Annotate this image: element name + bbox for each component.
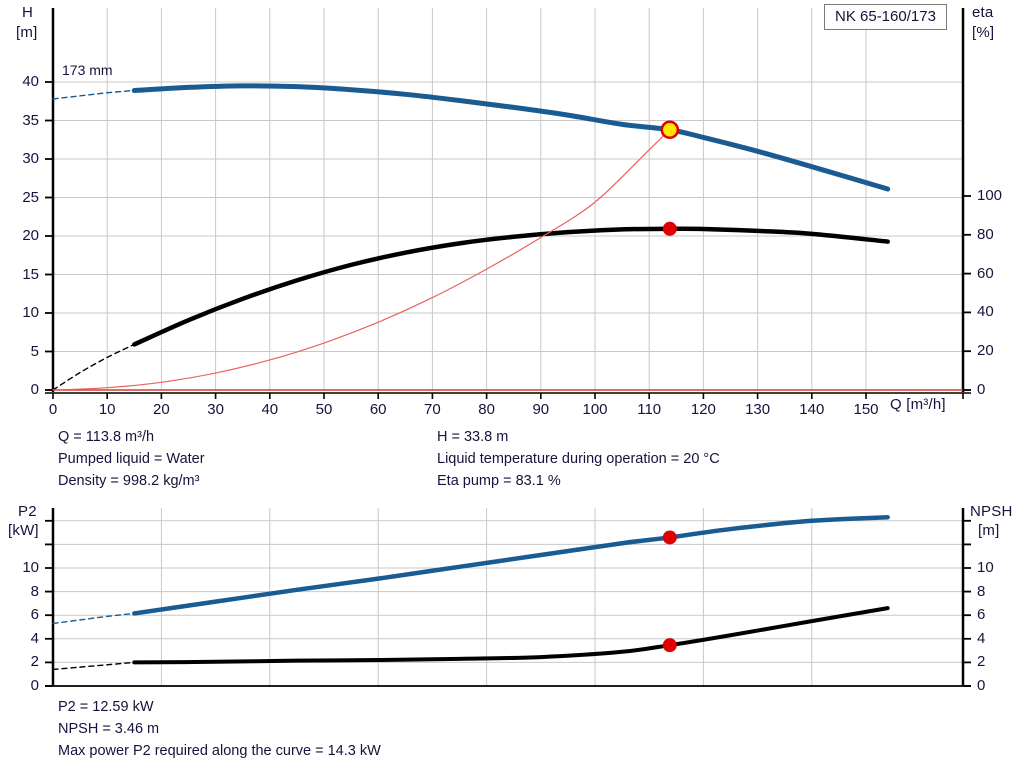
q-tick-90: 90	[532, 401, 550, 418]
q-tick-110: 110	[637, 401, 662, 418]
q-tick-10: 10	[98, 401, 116, 418]
npsh-axis-title-line2: [m]	[978, 522, 1000, 539]
duty-point-npsh[interactable]	[662, 638, 677, 653]
h-tick-30: 30	[22, 150, 39, 167]
npsh-tick-6: 6	[977, 606, 986, 624]
npsh-tick-0: 0	[977, 677, 986, 694]
curve-h-curve-173-mm-impeller	[131, 83, 891, 192]
eta-tick-80: 80	[977, 225, 994, 243]
eta-tick-100: 100	[977, 187, 1003, 204]
curve-npsh-curve-extension	[52, 661, 135, 671]
h-tick-10: 10	[22, 304, 39, 321]
info-max-power: Max power P2 required along the curve = …	[58, 743, 381, 759]
q-tick-50: 50	[315, 401, 333, 418]
q-tick-30: 30	[207, 401, 224, 418]
h-tick-0: 0	[30, 381, 39, 398]
q-tick-130: 130	[745, 401, 771, 418]
eta-tick-0: 0	[977, 381, 986, 398]
info-npsh: NPSH = 3.46 m	[58, 721, 160, 737]
h-tick-15: 15	[22, 265, 39, 283]
curve-h-curve-extension	[52, 89, 135, 100]
eta-axis-title-line1: eta	[972, 4, 994, 21]
npsh-axis-title-line1: NPSH	[970, 503, 1013, 520]
duty-point-eta[interactable]	[662, 221, 677, 236]
head-efficiency-plot-area	[45, 8, 971, 399]
q-tick-20: 20	[153, 401, 170, 418]
p2-tick-6: 6	[30, 606, 39, 624]
q-tick-150: 150	[853, 401, 879, 418]
duty-point-power[interactable]	[662, 530, 677, 545]
q-tick-80: 80	[478, 401, 495, 418]
q-tick-140: 140	[799, 401, 825, 418]
info-head: H = 33.8 m	[437, 429, 509, 445]
pump-model-title: NK 65-160/173	[824, 4, 947, 30]
p2-tick-10: 10	[22, 559, 39, 576]
eta-tick-40: 40	[977, 303, 994, 321]
h-tick-20: 20	[22, 227, 39, 244]
npsh-tick-8: 8	[977, 582, 986, 600]
q-axis-title: Q [m³/h]	[890, 396, 946, 413]
npsh-tick-4: 4	[977, 629, 986, 647]
h-tick-40: 40	[22, 73, 39, 90]
h-tick-35: 35	[22, 111, 39, 129]
curve-system-power-reference-curve	[52, 129, 671, 391]
info-flow: Q = 113.8 m³/h	[58, 429, 155, 445]
q-tick-120: 120	[690, 401, 716, 418]
h-axis-title-line2: [m]	[16, 24, 38, 41]
npsh-tick-10: 10	[977, 559, 994, 576]
npsh-tick-2: 2	[977, 653, 986, 671]
p2-tick-8: 8	[30, 582, 39, 600]
eta-tick-60: 60	[977, 264, 994, 282]
info-pumped-liquid: Pumped liquid = Water	[58, 451, 205, 467]
info-p2: P2 = 12.59 kW	[58, 699, 154, 715]
q-tick-100: 100	[582, 401, 608, 418]
q-tick-40: 40	[261, 401, 279, 418]
eta-tick-20: 20	[977, 342, 994, 360]
eta-axis-title-line2: [%]	[972, 24, 995, 41]
impeller-diameter-label: 173 mm	[62, 62, 113, 78]
p2-axis-title-line2: [kW]	[8, 522, 39, 539]
curve-p2-curve-extension	[52, 612, 135, 625]
info-liquid-temperature: Liquid temperature during operation = 20…	[437, 451, 720, 467]
curve-eta-curve-extension	[52, 343, 135, 391]
curve-p2-power-curve	[132, 515, 890, 616]
p2-tick-2: 2	[30, 653, 39, 671]
info-density: Density = 998.2 kg/m³	[58, 473, 200, 489]
power-npsh-plot-area	[45, 508, 971, 687]
q-tick-0: 0	[48, 401, 58, 418]
duty-point-head[interactable]	[660, 120, 680, 139]
h-axis-title-line1: H	[22, 4, 34, 21]
p2-tick-4: 4	[30, 629, 39, 647]
q-tick-60: 60	[369, 401, 387, 418]
h-tick-25: 25	[22, 188, 39, 206]
h-tick-5: 5	[30, 342, 39, 360]
p2-axis-title-line1: P2	[18, 503, 37, 520]
p2-tick-0: 0	[30, 677, 39, 694]
curve-npsh-curve	[132, 606, 890, 665]
q-tick-70: 70	[424, 401, 441, 418]
curve-eta-pump-curve	[132, 226, 890, 347]
info-eta-pump: Eta pump = 83.1 %	[437, 473, 561, 489]
